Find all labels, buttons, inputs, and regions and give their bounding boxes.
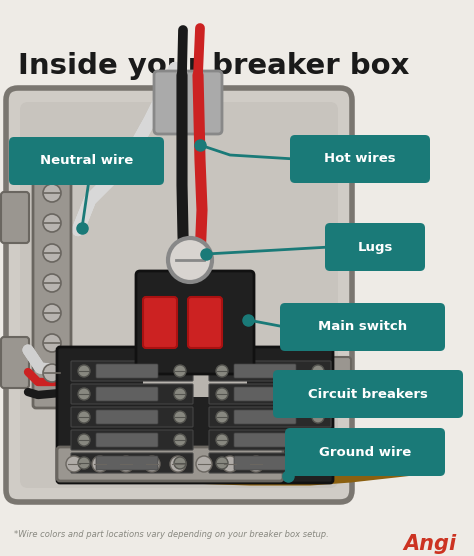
FancyBboxPatch shape <box>234 364 296 378</box>
Circle shape <box>43 274 61 292</box>
FancyBboxPatch shape <box>9 137 164 185</box>
Circle shape <box>78 457 90 469</box>
FancyBboxPatch shape <box>33 172 71 408</box>
FancyBboxPatch shape <box>143 368 247 397</box>
FancyBboxPatch shape <box>209 430 331 450</box>
Text: Circuit breakers: Circuit breakers <box>308 388 428 400</box>
Circle shape <box>92 456 108 472</box>
Circle shape <box>168 238 212 282</box>
FancyBboxPatch shape <box>234 387 296 401</box>
Circle shape <box>174 388 186 400</box>
Circle shape <box>222 456 238 472</box>
Circle shape <box>78 411 90 423</box>
Text: *Wire colors and part locations vary depending on your breaker box setup.: *Wire colors and part locations vary dep… <box>14 530 329 539</box>
Circle shape <box>312 365 324 377</box>
FancyBboxPatch shape <box>323 357 351 408</box>
FancyBboxPatch shape <box>234 433 296 447</box>
FancyBboxPatch shape <box>20 102 338 488</box>
Text: Main switch: Main switch <box>318 320 407 334</box>
FancyBboxPatch shape <box>143 297 177 348</box>
FancyBboxPatch shape <box>96 387 158 401</box>
FancyBboxPatch shape <box>71 384 193 404</box>
FancyBboxPatch shape <box>71 430 193 450</box>
FancyBboxPatch shape <box>209 361 331 381</box>
Circle shape <box>43 364 61 382</box>
FancyBboxPatch shape <box>57 447 283 481</box>
Circle shape <box>118 456 134 472</box>
Circle shape <box>312 457 324 469</box>
Text: Inside your breaker box: Inside your breaker box <box>18 52 410 80</box>
FancyBboxPatch shape <box>71 407 193 427</box>
FancyBboxPatch shape <box>57 347 333 483</box>
Circle shape <box>216 457 228 469</box>
FancyBboxPatch shape <box>96 410 158 424</box>
Circle shape <box>78 365 90 377</box>
FancyBboxPatch shape <box>1 337 29 388</box>
Circle shape <box>312 434 324 446</box>
Circle shape <box>248 456 264 472</box>
Circle shape <box>43 184 61 202</box>
FancyBboxPatch shape <box>209 453 331 473</box>
FancyBboxPatch shape <box>285 428 445 476</box>
Text: Angi: Angi <box>403 534 456 554</box>
FancyBboxPatch shape <box>234 410 296 424</box>
Circle shape <box>174 365 186 377</box>
FancyBboxPatch shape <box>1 192 29 243</box>
Circle shape <box>43 214 61 232</box>
FancyBboxPatch shape <box>154 71 222 134</box>
Text: Neutral wire: Neutral wire <box>40 155 133 167</box>
Circle shape <box>174 434 186 446</box>
Circle shape <box>216 365 228 377</box>
Circle shape <box>43 304 61 322</box>
Circle shape <box>216 411 228 423</box>
FancyBboxPatch shape <box>290 135 430 183</box>
Circle shape <box>216 388 228 400</box>
FancyBboxPatch shape <box>188 297 222 348</box>
FancyBboxPatch shape <box>325 223 425 271</box>
FancyBboxPatch shape <box>136 271 254 374</box>
FancyBboxPatch shape <box>209 407 331 427</box>
FancyBboxPatch shape <box>96 433 158 447</box>
Text: Ground wire: Ground wire <box>319 445 411 459</box>
FancyBboxPatch shape <box>273 370 463 418</box>
Circle shape <box>174 457 186 469</box>
FancyBboxPatch shape <box>6 88 352 502</box>
Circle shape <box>312 388 324 400</box>
Circle shape <box>78 434 90 446</box>
Circle shape <box>196 456 212 472</box>
FancyBboxPatch shape <box>71 453 193 473</box>
FancyBboxPatch shape <box>209 384 331 404</box>
FancyBboxPatch shape <box>234 456 296 470</box>
Circle shape <box>170 456 186 472</box>
Circle shape <box>43 334 61 352</box>
Circle shape <box>174 411 186 423</box>
Text: Lugs: Lugs <box>357 241 392 254</box>
Circle shape <box>78 388 90 400</box>
Circle shape <box>312 411 324 423</box>
FancyBboxPatch shape <box>96 364 158 378</box>
Circle shape <box>43 244 61 262</box>
Circle shape <box>66 456 82 472</box>
Text: Hot wires: Hot wires <box>324 152 396 166</box>
Circle shape <box>144 456 160 472</box>
FancyBboxPatch shape <box>96 456 158 470</box>
FancyBboxPatch shape <box>71 361 193 381</box>
Circle shape <box>216 434 228 446</box>
FancyBboxPatch shape <box>280 303 445 351</box>
